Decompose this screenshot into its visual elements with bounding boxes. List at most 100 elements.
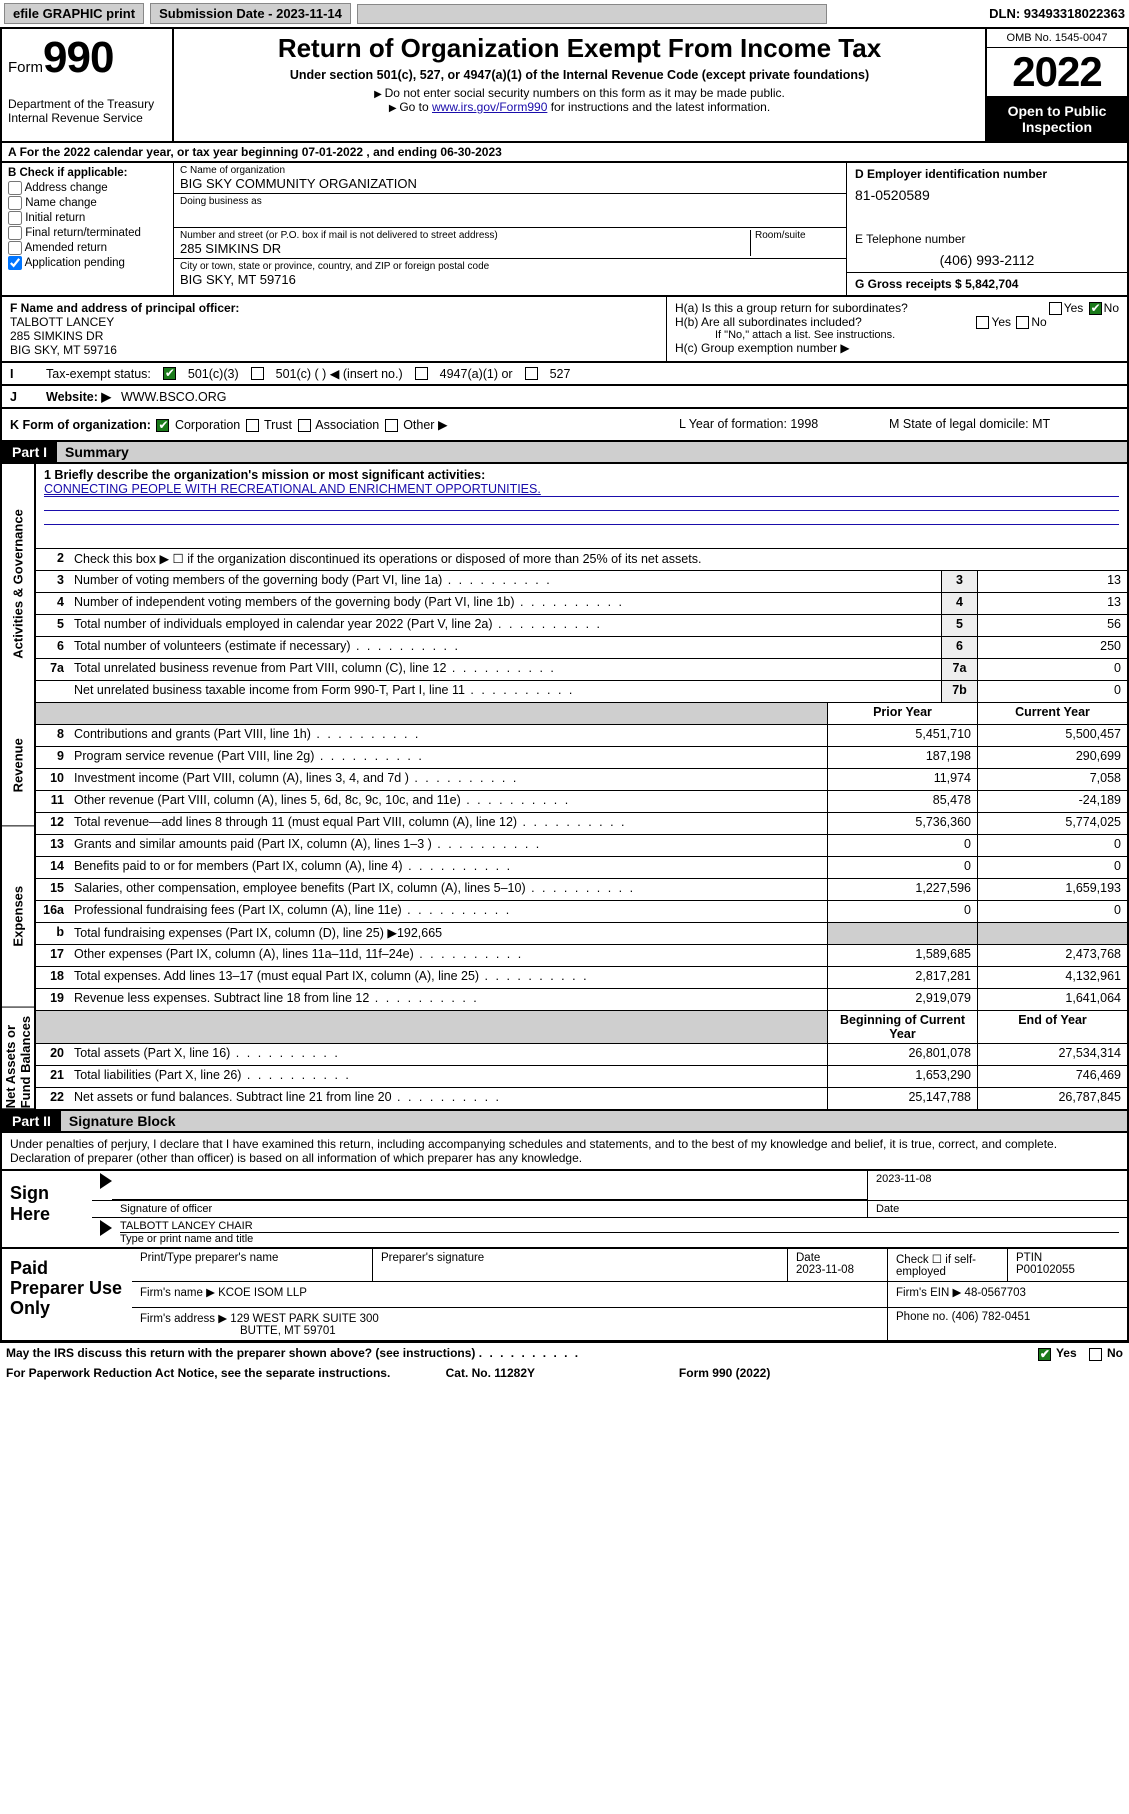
summary-row: 3 Number of voting members of the govern… bbox=[36, 570, 1127, 592]
sign-arrow2-icon bbox=[100, 1220, 112, 1236]
summary-row: 19 Revenue less expenses. Subtract line … bbox=[36, 988, 1127, 1010]
period-row: A For the 2022 calendar year, or tax yea… bbox=[0, 143, 1129, 163]
firm-phone-label: Phone no. bbox=[896, 1311, 948, 1323]
mission-a: CONNECTING PEOPLE WITH RECREATIONAL AND … bbox=[44, 482, 1119, 496]
efile-button[interactable]: efile GRAPHIC print bbox=[4, 3, 144, 24]
firm-ein-label: Firm's EIN ▶ bbox=[896, 1287, 961, 1299]
tab-netassets: Net Assets or Fund Balances bbox=[2, 1008, 34, 1109]
summary-row: 14 Benefits paid to or for members (Part… bbox=[36, 856, 1127, 878]
hb-note: If "No," attach a list. See instructions… bbox=[675, 329, 1119, 341]
officer-addr2: BIG SKY, MT 59716 bbox=[10, 343, 658, 357]
preparer-date-hdr: Date bbox=[796, 1252, 820, 1264]
chk-amended[interactable]: Amended return bbox=[8, 241, 167, 255]
part2-header-row: Part II Signature Block bbox=[0, 1111, 1129, 1133]
officer-name: TALBOTT LANCEY bbox=[10, 315, 658, 329]
chk-corp[interactable] bbox=[156, 419, 169, 432]
open-inspection: Open to Public Inspection bbox=[987, 97, 1127, 141]
chk-501c3[interactable] bbox=[163, 367, 176, 380]
ein-value: 81-0520589 bbox=[855, 187, 1119, 203]
sign-here-block: Sign Here 2023-11-08 Signature of office… bbox=[0, 1171, 1129, 1249]
sign-arrow-icon bbox=[100, 1173, 112, 1189]
k-label: K Form of organization: bbox=[10, 418, 151, 432]
firm-addr-label: Firm's address ▶ bbox=[140, 1313, 227, 1325]
note2-pre: Go to bbox=[399, 100, 432, 114]
form-subtitle: Under section 501(c), 527, or 4947(a)(1)… bbox=[182, 68, 977, 82]
street-address: 285 SIMKINS DR bbox=[180, 241, 750, 256]
note-link: Go to www.irs.gov/Form990 for instructio… bbox=[182, 100, 977, 114]
omb-label: OMB No. 1545-0047 bbox=[987, 29, 1127, 48]
summary-row: b Total fundraising expenses (Part IX, c… bbox=[36, 922, 1127, 944]
irs-link[interactable]: www.irs.gov/Form990 bbox=[432, 100, 547, 114]
summary-row: 7a Total unrelated business revenue from… bbox=[36, 658, 1127, 680]
chk-initial[interactable]: Initial return bbox=[8, 211, 167, 225]
officer-name-label: Type or print name and title bbox=[120, 1233, 1119, 1245]
discuss-no[interactable] bbox=[1089, 1348, 1102, 1361]
submission-date-button[interactable]: Submission Date - 2023-11-14 bbox=[150, 3, 351, 24]
summary-row: 22 Net assets or fund balances. Subtract… bbox=[36, 1087, 1127, 1109]
i-label: Tax-exempt status: bbox=[46, 367, 151, 381]
tab-revenue: Revenue bbox=[2, 705, 34, 826]
gross-receipts: G Gross receipts $ 5,842,704 bbox=[847, 272, 1127, 295]
phone-value: (406) 993-2112 bbox=[855, 252, 1119, 268]
website-value: WWW.BSCO.ORG bbox=[121, 390, 227, 404]
city-label: City or town, state or province, country… bbox=[180, 261, 840, 272]
blank-button[interactable] bbox=[357, 4, 827, 24]
note-ssn: Do not enter social security numbers on … bbox=[182, 86, 977, 100]
c-name-label: C Name of organization bbox=[180, 165, 840, 176]
part2-label: Part II bbox=[2, 1111, 61, 1131]
officer-printed-name: TALBOTT LANCEY CHAIR bbox=[120, 1220, 1119, 1233]
summary-row: 20 Total assets (Part X, line 16) 26,801… bbox=[36, 1043, 1127, 1065]
sign-date: 2023-11-08 bbox=[867, 1171, 1127, 1200]
form-word: Form bbox=[8, 59, 43, 76]
prior-year-hdr: Prior Year bbox=[827, 703, 977, 724]
line2-text: Check this box ▶ ☐ if the organization d… bbox=[70, 549, 1127, 570]
chk-501c[interactable] bbox=[251, 367, 264, 380]
chk-527[interactable] bbox=[525, 367, 538, 380]
chk-4947[interactable] bbox=[415, 367, 428, 380]
chk-pending[interactable]: Application pending bbox=[8, 256, 167, 270]
begin-year-hdr: Beginning of Current Year bbox=[827, 1011, 977, 1043]
form-title: Return of Organization Exempt From Incom… bbox=[182, 33, 977, 64]
tab-governance: Activities & Governance bbox=[2, 464, 34, 705]
summary-row: 8 Contributions and grants (Part VIII, l… bbox=[36, 724, 1127, 746]
firm-addr1: 129 WEST PARK SUITE 300 bbox=[230, 1313, 379, 1325]
org-info-block: B Check if applicable: Address change Na… bbox=[0, 163, 1129, 297]
discuss-yes[interactable] bbox=[1038, 1348, 1051, 1361]
j-label: Website: ▶ bbox=[46, 389, 111, 404]
chk-final[interactable]: Final return/terminated bbox=[8, 226, 167, 240]
preparer-sig-hdr: Preparer's signature bbox=[372, 1249, 787, 1281]
pra-notice: For Paperwork Reduction Act Notice, see … bbox=[6, 1366, 390, 1380]
chk-trust[interactable] bbox=[246, 419, 259, 432]
tax-year: 2022 bbox=[987, 48, 1127, 97]
sign-here-label: Sign Here bbox=[2, 1171, 92, 1247]
end-year-hdr: End of Year bbox=[977, 1011, 1127, 1043]
website-row: J Website: ▶ WWW.BSCO.ORG bbox=[0, 386, 1129, 409]
officer-addr1: 285 SIMKINS DR bbox=[10, 329, 658, 343]
chk-name[interactable]: Name change bbox=[8, 196, 167, 210]
summary-row: 12 Total revenue—add lines 8 through 11 … bbox=[36, 812, 1127, 834]
form-org-row: K Form of organization: Corporation Trus… bbox=[0, 409, 1129, 442]
f-label: F Name and address of principal officer: bbox=[10, 301, 658, 315]
b-header: B Check if applicable: bbox=[8, 167, 167, 179]
chk-assoc[interactable] bbox=[298, 419, 311, 432]
firm-phone: (406) 782-0451 bbox=[952, 1311, 1031, 1323]
hb-question: H(b) Are all subordinates included? Yes … bbox=[675, 315, 1119, 329]
chk-address[interactable]: Address change bbox=[8, 181, 167, 195]
self-employed-hdr: Check ☐ if self-employed bbox=[887, 1249, 1007, 1281]
hc-label: H(c) Group exemption number ▶ bbox=[675, 341, 1119, 355]
m-state: M State of legal domicile: MT bbox=[889, 417, 1119, 432]
chk-other[interactable] bbox=[385, 419, 398, 432]
period-text: For the 2022 calendar year, or tax year … bbox=[20, 145, 502, 159]
summary-row: 21 Total liabilities (Part X, line 26) 1… bbox=[36, 1065, 1127, 1087]
dba-label: Doing business as bbox=[180, 196, 840, 207]
sig-date-label: Date bbox=[867, 1201, 1127, 1217]
form-number: 990 bbox=[43, 33, 113, 82]
addr-label: Number and street (or P.O. box if mail i… bbox=[180, 230, 750, 241]
summary-row: 4 Number of independent voting members o… bbox=[36, 592, 1127, 614]
firm-ein: 48-0567703 bbox=[965, 1287, 1026, 1299]
part1-title: Summary bbox=[57, 442, 1127, 462]
room-label: Room/suite bbox=[755, 230, 840, 241]
note2-post: for instructions and the latest informat… bbox=[547, 100, 770, 114]
d-label: D Employer identification number bbox=[855, 167, 1119, 181]
cat-no: Cat. No. 11282Y bbox=[390, 1366, 590, 1380]
